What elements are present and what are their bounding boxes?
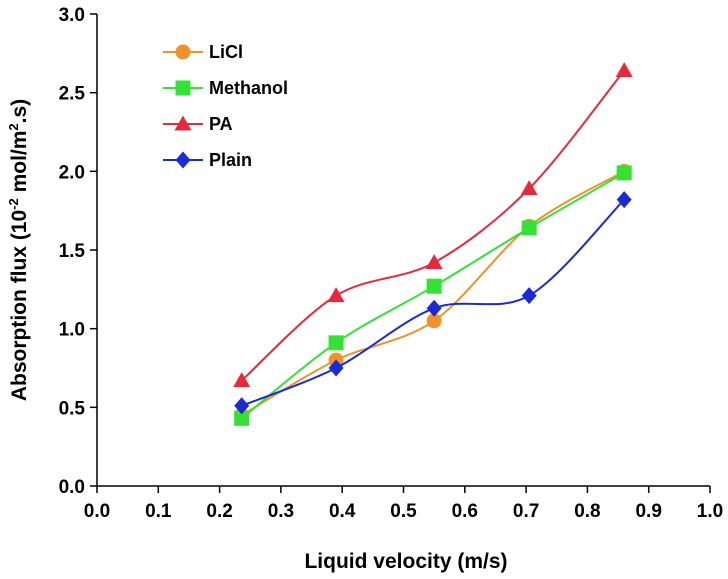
legend-label: LiCl: [209, 42, 243, 62]
legend-label: Plain: [209, 150, 252, 170]
data-point-pa: [520, 180, 538, 196]
x-tick-label: 0.8: [574, 501, 600, 522]
y-tick-label: 2.0: [59, 162, 85, 183]
x-tick-label: 0.9: [635, 501, 661, 522]
data-point-pa: [425, 254, 443, 270]
legend-entry-plain: Plain: [163, 150, 252, 170]
y-tick-label: 2.5: [59, 84, 86, 105]
x-axis-title: Liquid velocity (m/s): [304, 550, 507, 573]
series-plain: [234, 191, 632, 415]
x-tick-label: 1.0: [697, 501, 723, 522]
legend-entry-methanol: Methanol: [163, 78, 288, 98]
data-point-methanol: [521, 220, 537, 236]
data-point-plain: [328, 359, 344, 377]
series-line-pa: [240, 70, 625, 382]
legend-entry-pa: PA: [163, 114, 233, 134]
legend-marker: [175, 151, 191, 169]
legend-entry-licl: LiCl: [163, 42, 243, 62]
data-point-methanol: [234, 410, 250, 426]
x-tick-label: 0.0: [84, 501, 110, 522]
data-point-pa: [615, 62, 633, 78]
legend-marker: [175, 80, 191, 96]
y-axis-title-exponent: 2: [6, 123, 21, 130]
legend-label: PA: [209, 114, 233, 134]
x-tick-label: 0.6: [452, 501, 478, 522]
data-point-pa: [327, 287, 345, 303]
data-point-methanol: [426, 278, 442, 294]
y-tick-label: 3.0: [59, 5, 85, 26]
legend-marker: [175, 44, 191, 60]
data-point-methanol: [328, 335, 344, 351]
y-axis-title-part: Absorption flux (10: [8, 210, 31, 401]
data-point-licl: [426, 313, 442, 329]
data-point-pa: [233, 372, 251, 388]
series-methanol: [234, 165, 632, 426]
data-point-methanol: [616, 165, 632, 181]
legend-marker: [174, 115, 192, 131]
y-tick-label: 0.0: [59, 477, 85, 498]
y-tick-label: 0.5: [59, 398, 86, 419]
data-point-plain: [521, 287, 537, 305]
data-point-plain: [616, 191, 632, 209]
legend-label: Methanol: [209, 78, 288, 98]
data-point-plain: [234, 397, 250, 415]
data-point-plain: [426, 299, 442, 317]
y-axis-title: Absorption flux (10-2 mol/m2.s): [6, 99, 31, 401]
x-tick-label: 0.1: [145, 501, 172, 522]
y-axis-title-exponent: -2: [6, 198, 21, 210]
x-tick-label: 0.4: [329, 501, 356, 522]
x-tick-label: 0.3: [268, 501, 294, 522]
series-pa: [233, 62, 633, 388]
y-axis-title-part: .s): [8, 99, 31, 124]
y-axis-title-part: mol/m: [8, 131, 31, 199]
x-tick-label: 0.7: [513, 501, 539, 522]
x-tick-label: 0.5: [390, 501, 417, 522]
y-tick-label: 1.5: [59, 241, 86, 262]
x-tick-label: 0.2: [206, 501, 232, 522]
y-tick-label: 1.0: [59, 320, 85, 341]
